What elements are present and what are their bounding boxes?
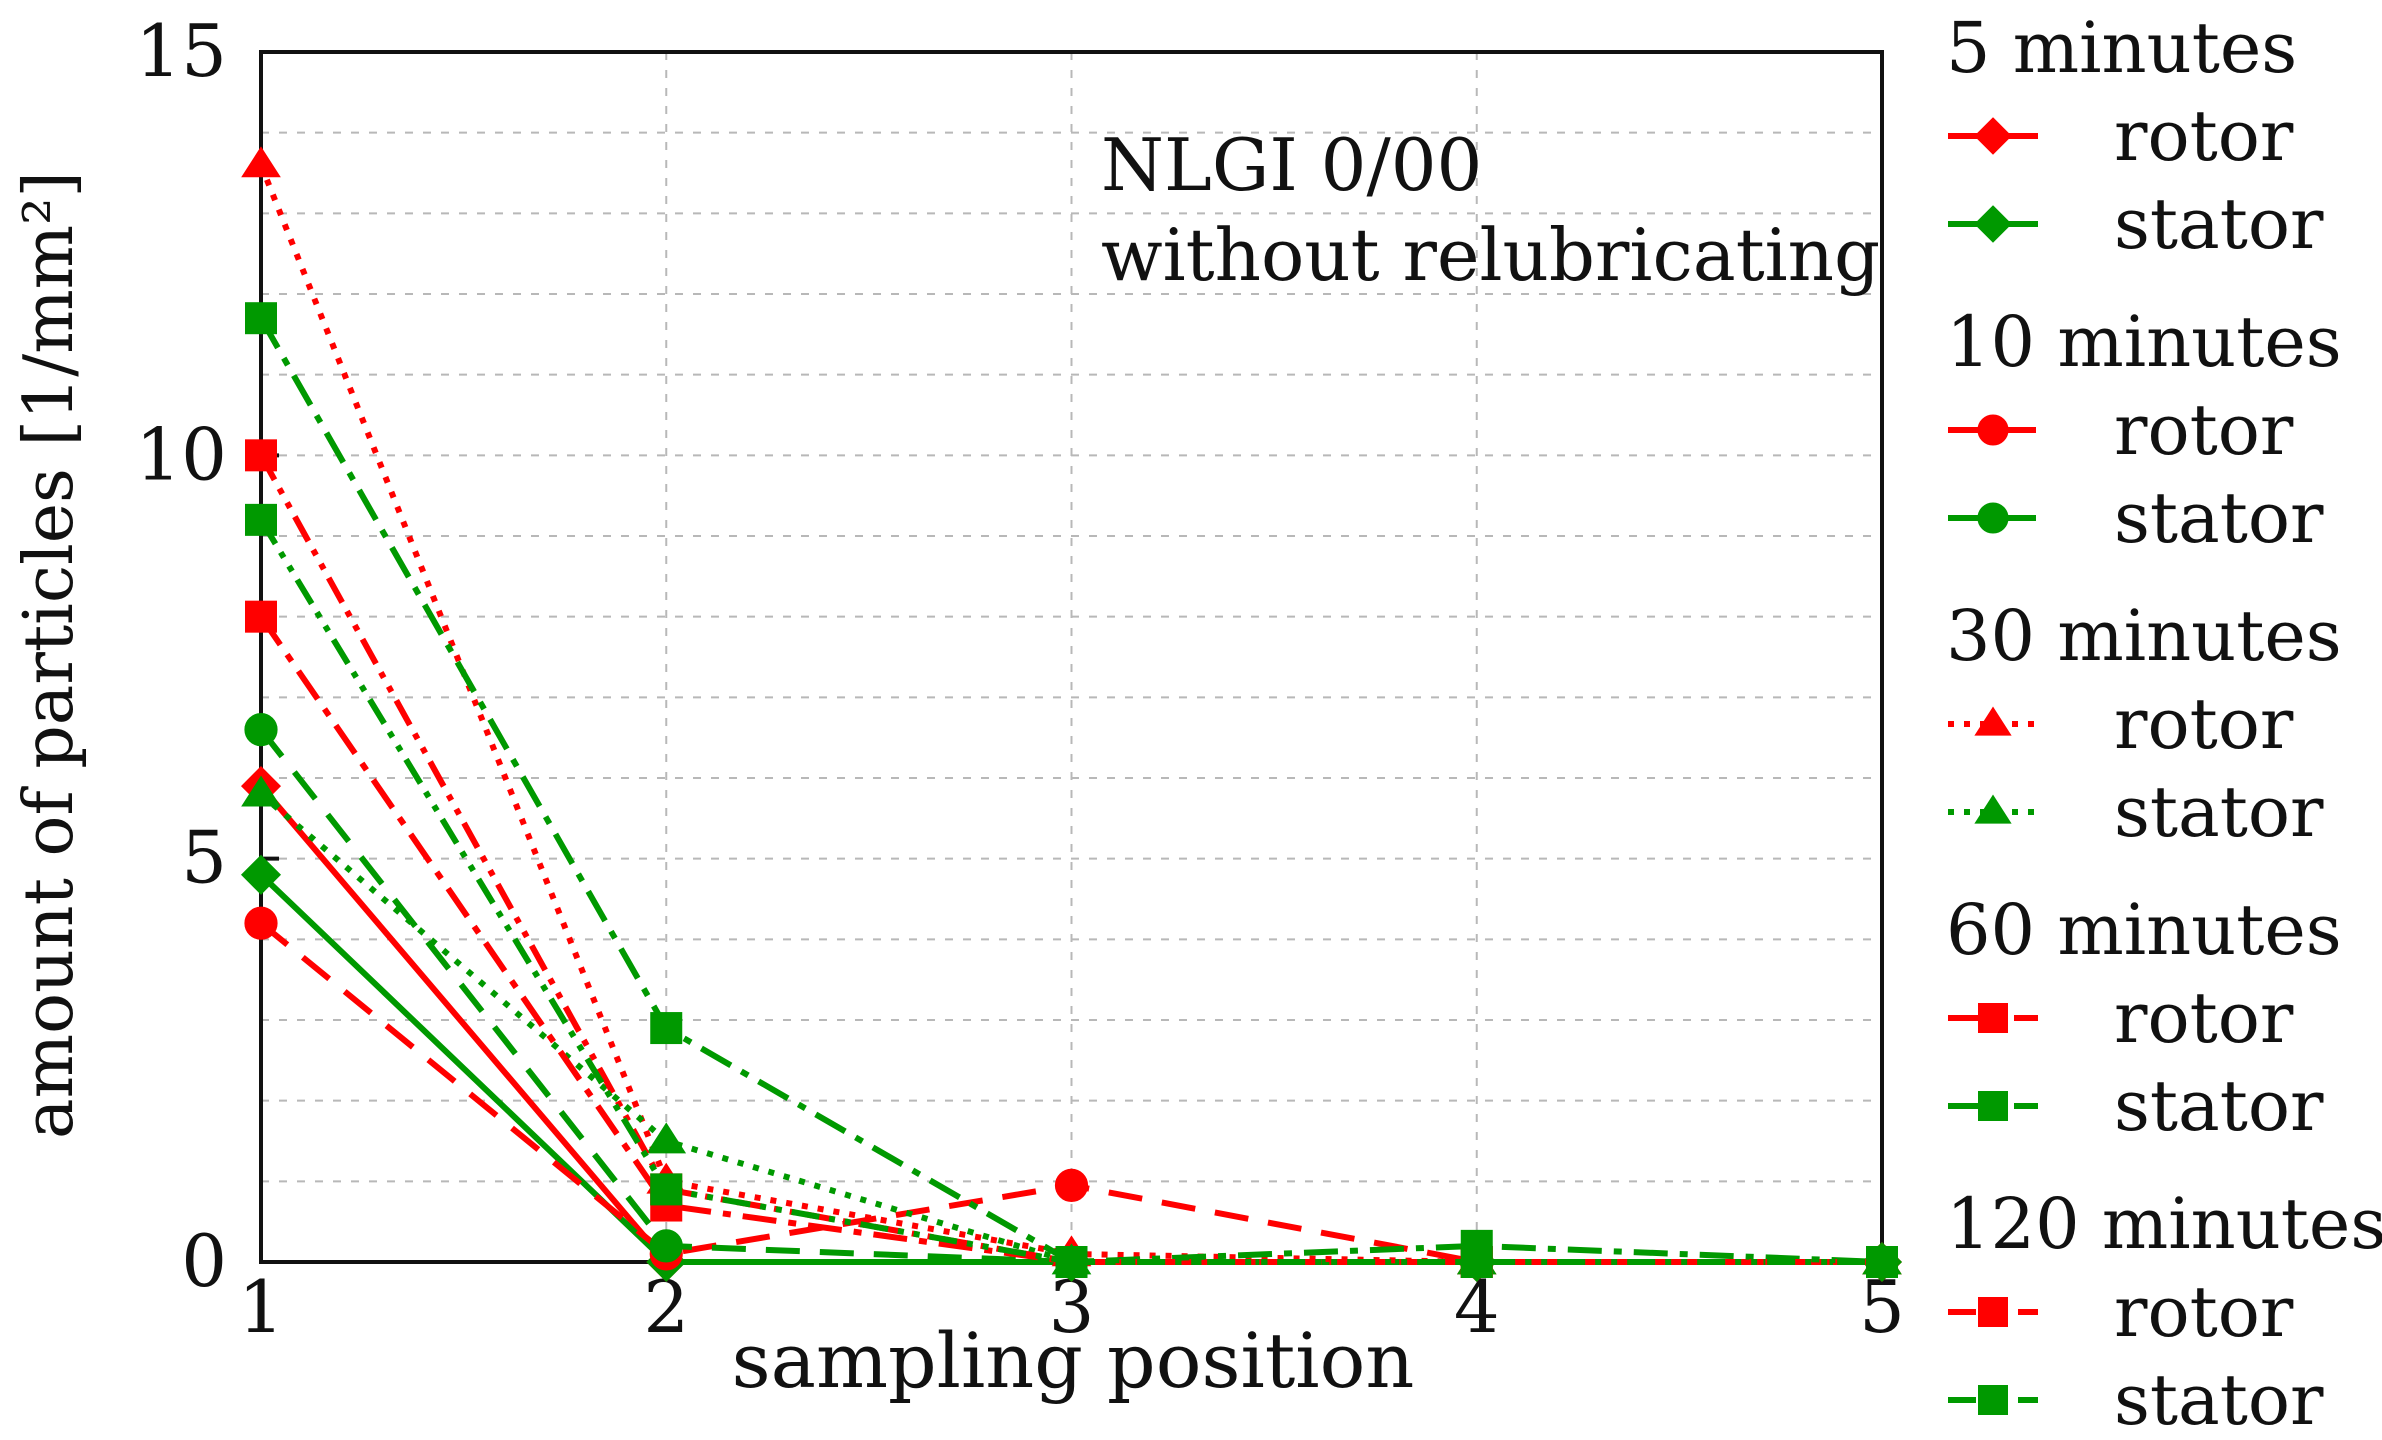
- legend-30-minutes-stator-sample: [1948, 794, 2038, 824]
- 120-minutes-stator-point-5: [1866, 1246, 1898, 1278]
- legend-group-title: 60 minutes: [1946, 889, 2342, 971]
- legend-30-minutes-rotor-sample: [1948, 706, 2038, 736]
- 120-minutes-stator-series: [245, 503, 1898, 1278]
- legend-marker-sample: [1974, 117, 2012, 155]
- 30-minutes-stator-point-1: [241, 775, 281, 807]
- y-tick-label: 10: [135, 412, 227, 496]
- legend-120-minutes-stator-sample: [1948, 1385, 2038, 1415]
- legend-entry-label: stator: [2114, 477, 2324, 559]
- legend-marker-sample: [1977, 414, 2009, 446]
- legend-120-minutes-rotor-sample: [1948, 1297, 2038, 1327]
- legend-entry-label: rotor: [2114, 389, 2294, 471]
- 120-minutes-stator-point-3: [1055, 1246, 1088, 1278]
- legend-marker-sample: [1974, 706, 2012, 736]
- 10-minutes-rotor-point-3: [1054, 1168, 1089, 1202]
- legend-entry-label: stator: [2114, 771, 2324, 853]
- legend-10-minutes-stator-sample: [1948, 502, 2038, 534]
- legend-marker-sample: [1977, 502, 2009, 534]
- legend-group-title: 10 minutes: [1946, 301, 2342, 383]
- legend-entry-label: stator: [2114, 1065, 2324, 1147]
- 5-minutes-stator-point-1: [240, 854, 282, 895]
- legend-entry-label: rotor: [2114, 683, 2294, 765]
- y-tick-label: 0: [181, 1219, 227, 1303]
- 10-minutes-stator-point-2: [649, 1229, 683, 1263]
- annotation-layer: NLGI 0/00 without relubricating: [1101, 123, 1880, 297]
- y-tick-label: 5: [181, 816, 227, 900]
- x-axis-label: sampling position: [732, 1316, 1415, 1405]
- 60-minutes-rotor-point-1: [245, 600, 277, 633]
- legend-marker-sample: [1974, 205, 2012, 243]
- annotation-line-1: NLGI 0/00: [1101, 123, 1482, 207]
- 30-minutes-stator-line: [259, 791, 1882, 1265]
- 120-minutes-stator-point-2: [650, 1173, 683, 1206]
- legend-60-minutes-rotor-sample: [1948, 1003, 2038, 1033]
- legend-5-minutes-stator-sample: [1948, 205, 2038, 243]
- legend-group-title: 5 minutes: [1946, 7, 2297, 89]
- x-tick-label: 1: [238, 1265, 284, 1349]
- legend-marker-sample: [1978, 1003, 2008, 1033]
- 120-minutes-stator-point-4: [1460, 1246, 1493, 1278]
- 30-minutes-rotor-point-1: [241, 146, 281, 178]
- y-tick-label: 15: [135, 9, 227, 93]
- data-series-layer: [240, 146, 1903, 1283]
- 10-minutes-stator-point-1: [244, 713, 278, 747]
- legend-entry-label: stator: [2114, 183, 2324, 265]
- legend-10-minutes-rotor-sample: [1948, 414, 2038, 446]
- 10-minutes-stator-line: [258, 727, 1882, 1265]
- legend-entry-label: stator: [2114, 1359, 2324, 1440]
- legend-group-title: 30 minutes: [1946, 595, 2342, 677]
- 120-minutes-rotor-point-1: [245, 439, 277, 472]
- legend-marker-sample: [1978, 1385, 2008, 1415]
- 60-minutes-stator-point-1: [245, 302, 277, 335]
- 120-minutes-stator-point-1: [245, 503, 277, 536]
- 10-minutes-rotor-point-1: [244, 906, 278, 940]
- legend-marker-sample: [1974, 794, 2012, 824]
- legend-5-minutes-rotor-sample: [1948, 117, 2038, 155]
- y-axis-label: amount of particles [1/mm²]: [10, 171, 89, 1139]
- legend-entry-label: rotor: [2114, 1271, 2294, 1353]
- legend-marker-sample: [1978, 1297, 2008, 1327]
- 30-minutes-stator-point-2: [646, 1122, 687, 1154]
- axis-label-layer: sampling position amount of particles [1…: [10, 171, 1414, 1405]
- grid-layer: [261, 52, 1882, 1262]
- 60-minutes-stator-point-2: [650, 1012, 683, 1045]
- annotation-line-2: without relubricating: [1101, 213, 1880, 297]
- legend-60-minutes-stator-sample: [1948, 1091, 2038, 1121]
- legend-marker-sample: [1978, 1091, 2008, 1121]
- legend-entry-label: rotor: [2114, 977, 2294, 1059]
- legend-group-title: 120 minutes: [1946, 1183, 2382, 1265]
- legend-entry-label: rotor: [2114, 95, 2294, 177]
